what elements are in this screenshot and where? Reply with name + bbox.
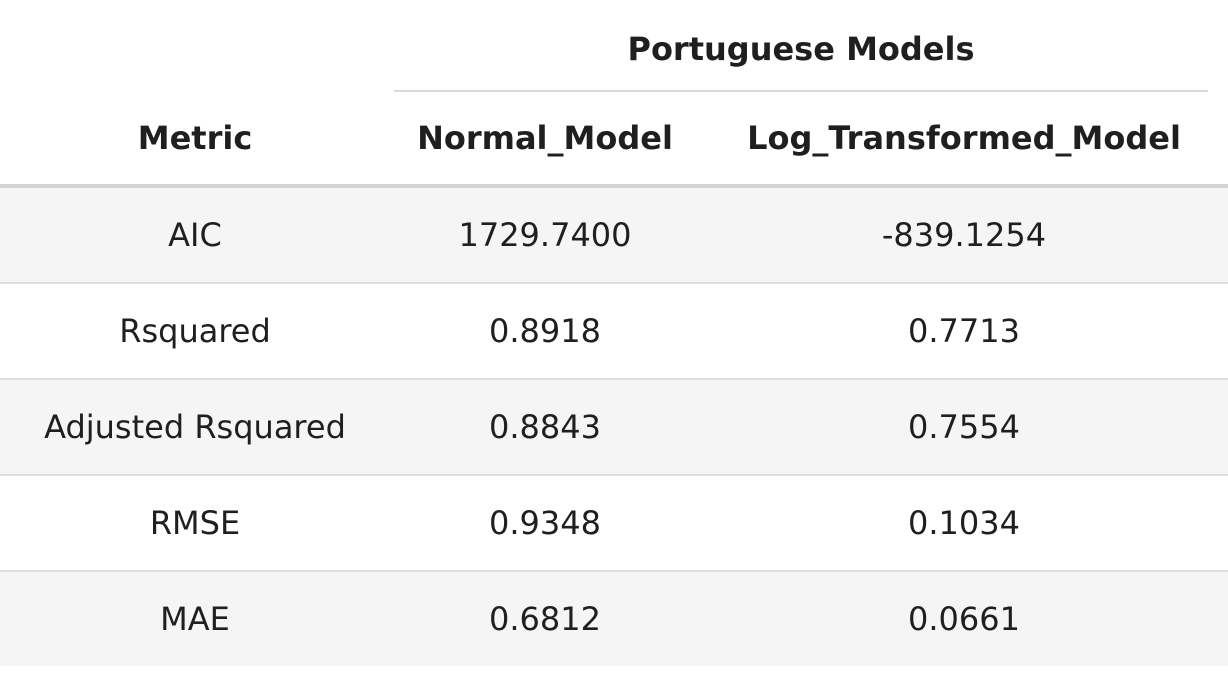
normal-model-cell: 0.8918 xyxy=(390,283,700,380)
spanner-row: Portuguese Models xyxy=(0,0,1228,92)
normal-model-cell: 0.9348 xyxy=(390,475,700,572)
table-body: AIC 1729.7400 -839.1254 Rsquared 0.8918 … xyxy=(0,186,1228,666)
column-header-row: Metric Normal_Model Log_Transformed_Mode… xyxy=(0,92,1228,188)
metric-cell: AIC xyxy=(0,186,390,284)
metric-cell: MAE xyxy=(0,571,390,666)
table-row: MAE 0.6812 0.0661 xyxy=(0,571,1228,666)
normal-model-cell: 1729.7400 xyxy=(390,186,700,284)
spanner-label: Portuguese Models xyxy=(394,30,1208,92)
log-model-cell: 0.0661 xyxy=(700,571,1228,666)
metric-cell: Rsquared xyxy=(0,283,390,380)
metric-cell: RMSE xyxy=(0,475,390,572)
log-model-cell: 0.7554 xyxy=(700,379,1228,476)
normal-model-cell: 0.6812 xyxy=(390,571,700,666)
column-header-normal-model: Normal_Model xyxy=(390,92,700,188)
table-row: Rsquared 0.8918 0.7713 xyxy=(0,283,1228,380)
table-row: Adjusted Rsquared 0.8843 0.7554 xyxy=(0,379,1228,476)
spanner-blank-cell xyxy=(0,0,390,92)
column-header-log-transformed-model: Log_Transformed_Model xyxy=(700,92,1228,188)
table-row: RMSE 0.9348 0.1034 xyxy=(0,475,1228,572)
log-model-cell: 0.7713 xyxy=(700,283,1228,380)
column-header-metric: Metric xyxy=(0,92,390,188)
metric-cell: Adjusted Rsquared xyxy=(0,379,390,476)
normal-model-cell: 0.8843 xyxy=(390,379,700,476)
spanner-header: Portuguese Models xyxy=(390,0,1228,92)
table-header: Portuguese Models Metric Normal_Model Lo… xyxy=(0,0,1228,188)
table-row: AIC 1729.7400 -839.1254 xyxy=(0,186,1228,284)
log-model-cell: -839.1254 xyxy=(700,186,1228,284)
log-model-cell: 0.1034 xyxy=(700,475,1228,572)
